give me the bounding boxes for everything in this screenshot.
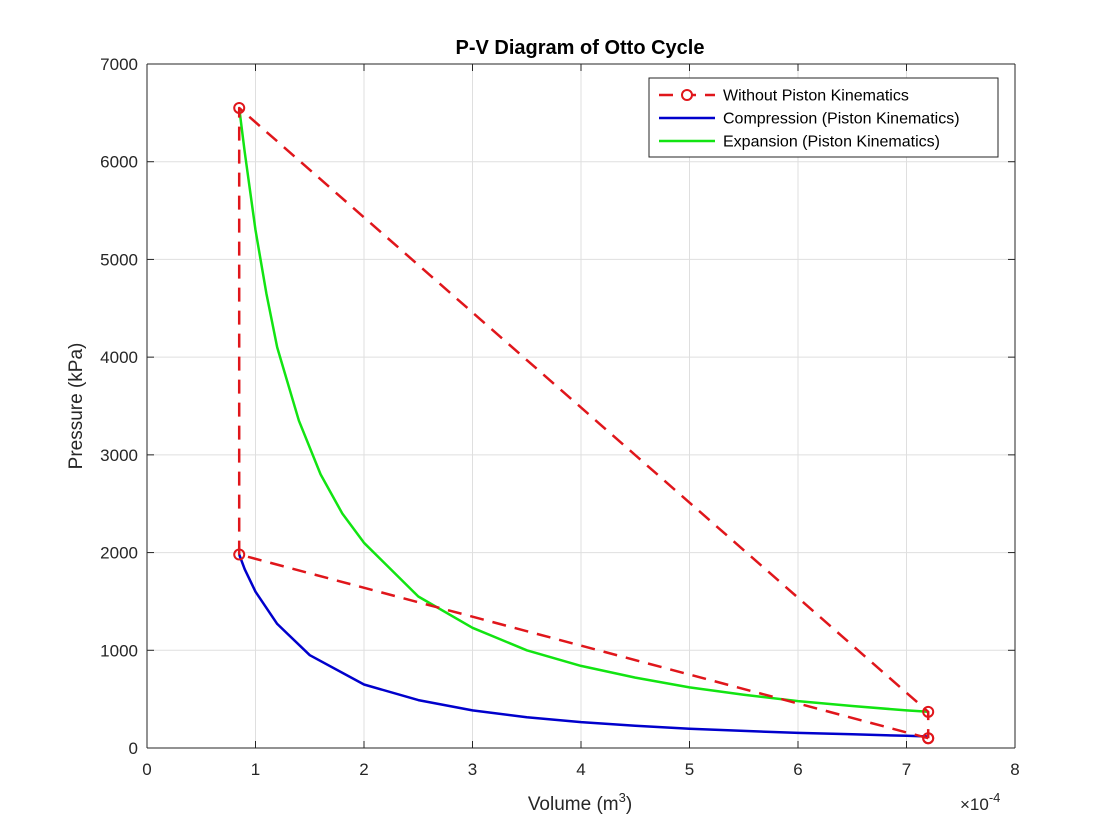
y-tick-label: 7000 — [100, 55, 138, 74]
x-tick-label: 2 — [359, 760, 368, 779]
x-axis-exponent: ×10-4 — [960, 790, 1000, 814]
y-axis-label: Pressure (kPa) — [66, 343, 87, 470]
series-point-marker — [233, 548, 246, 561]
y-tick-label: 1000 — [100, 641, 138, 660]
legend-label: Compression (Piston Kinematics) — [723, 111, 960, 128]
y-tick-label: 5000 — [100, 250, 138, 269]
series-line-1 — [237, 106, 930, 740]
grid — [147, 64, 1015, 748]
series-point-marker — [233, 101, 246, 114]
y-tick-label: 0 — [129, 739, 138, 758]
x-tick-label: 5 — [685, 760, 694, 779]
legend-label: Without Piston Kinematics — [723, 88, 909, 105]
x-tick-label: 1 — [251, 760, 260, 779]
x-tick-label: 3 — [468, 760, 477, 779]
legend-label: Expansion (Piston Kinematics) — [723, 134, 940, 151]
x-axis-exponent-base: ×10 — [960, 795, 989, 814]
y-tick-label: 2000 — [100, 544, 138, 563]
x-tick-label: 7 — [902, 760, 911, 779]
x-tick-label: 4 — [576, 760, 585, 779]
x-tick-label: 0 — [142, 760, 151, 779]
plot-area — [233, 101, 935, 745]
series-point-marker — [922, 705, 935, 718]
x-axis-label-superscript: 3 — [619, 790, 626, 805]
series-point-marker — [922, 732, 935, 745]
series-line-2 — [238, 554, 929, 738]
x-axis-label-end: ) — [626, 794, 632, 815]
y-tick-label: 6000 — [100, 153, 138, 172]
legend: Without Piston Kinematics Compression (Pi… — [648, 77, 999, 158]
chart-title: P-V Diagram of Otto Cycle — [456, 37, 705, 59]
x-tick-label: 8 — [1010, 760, 1019, 779]
y-tick-label: 4000 — [100, 348, 138, 367]
x-axis-label: Volume (m3) — [528, 790, 632, 815]
axes: 0 1 2 3 4 5 6 7 8 0 1000 2000 3000 4000 5000 6000 7000 — [100, 55, 1020, 779]
legend-marker — [681, 89, 693, 101]
x-axis-exponent-power: -4 — [989, 790, 1001, 805]
x-axis-label-base: Volume (m — [528, 794, 619, 815]
x-tick-label: 6 — [793, 760, 802, 779]
y-tick-label: 3000 — [100, 446, 138, 465]
